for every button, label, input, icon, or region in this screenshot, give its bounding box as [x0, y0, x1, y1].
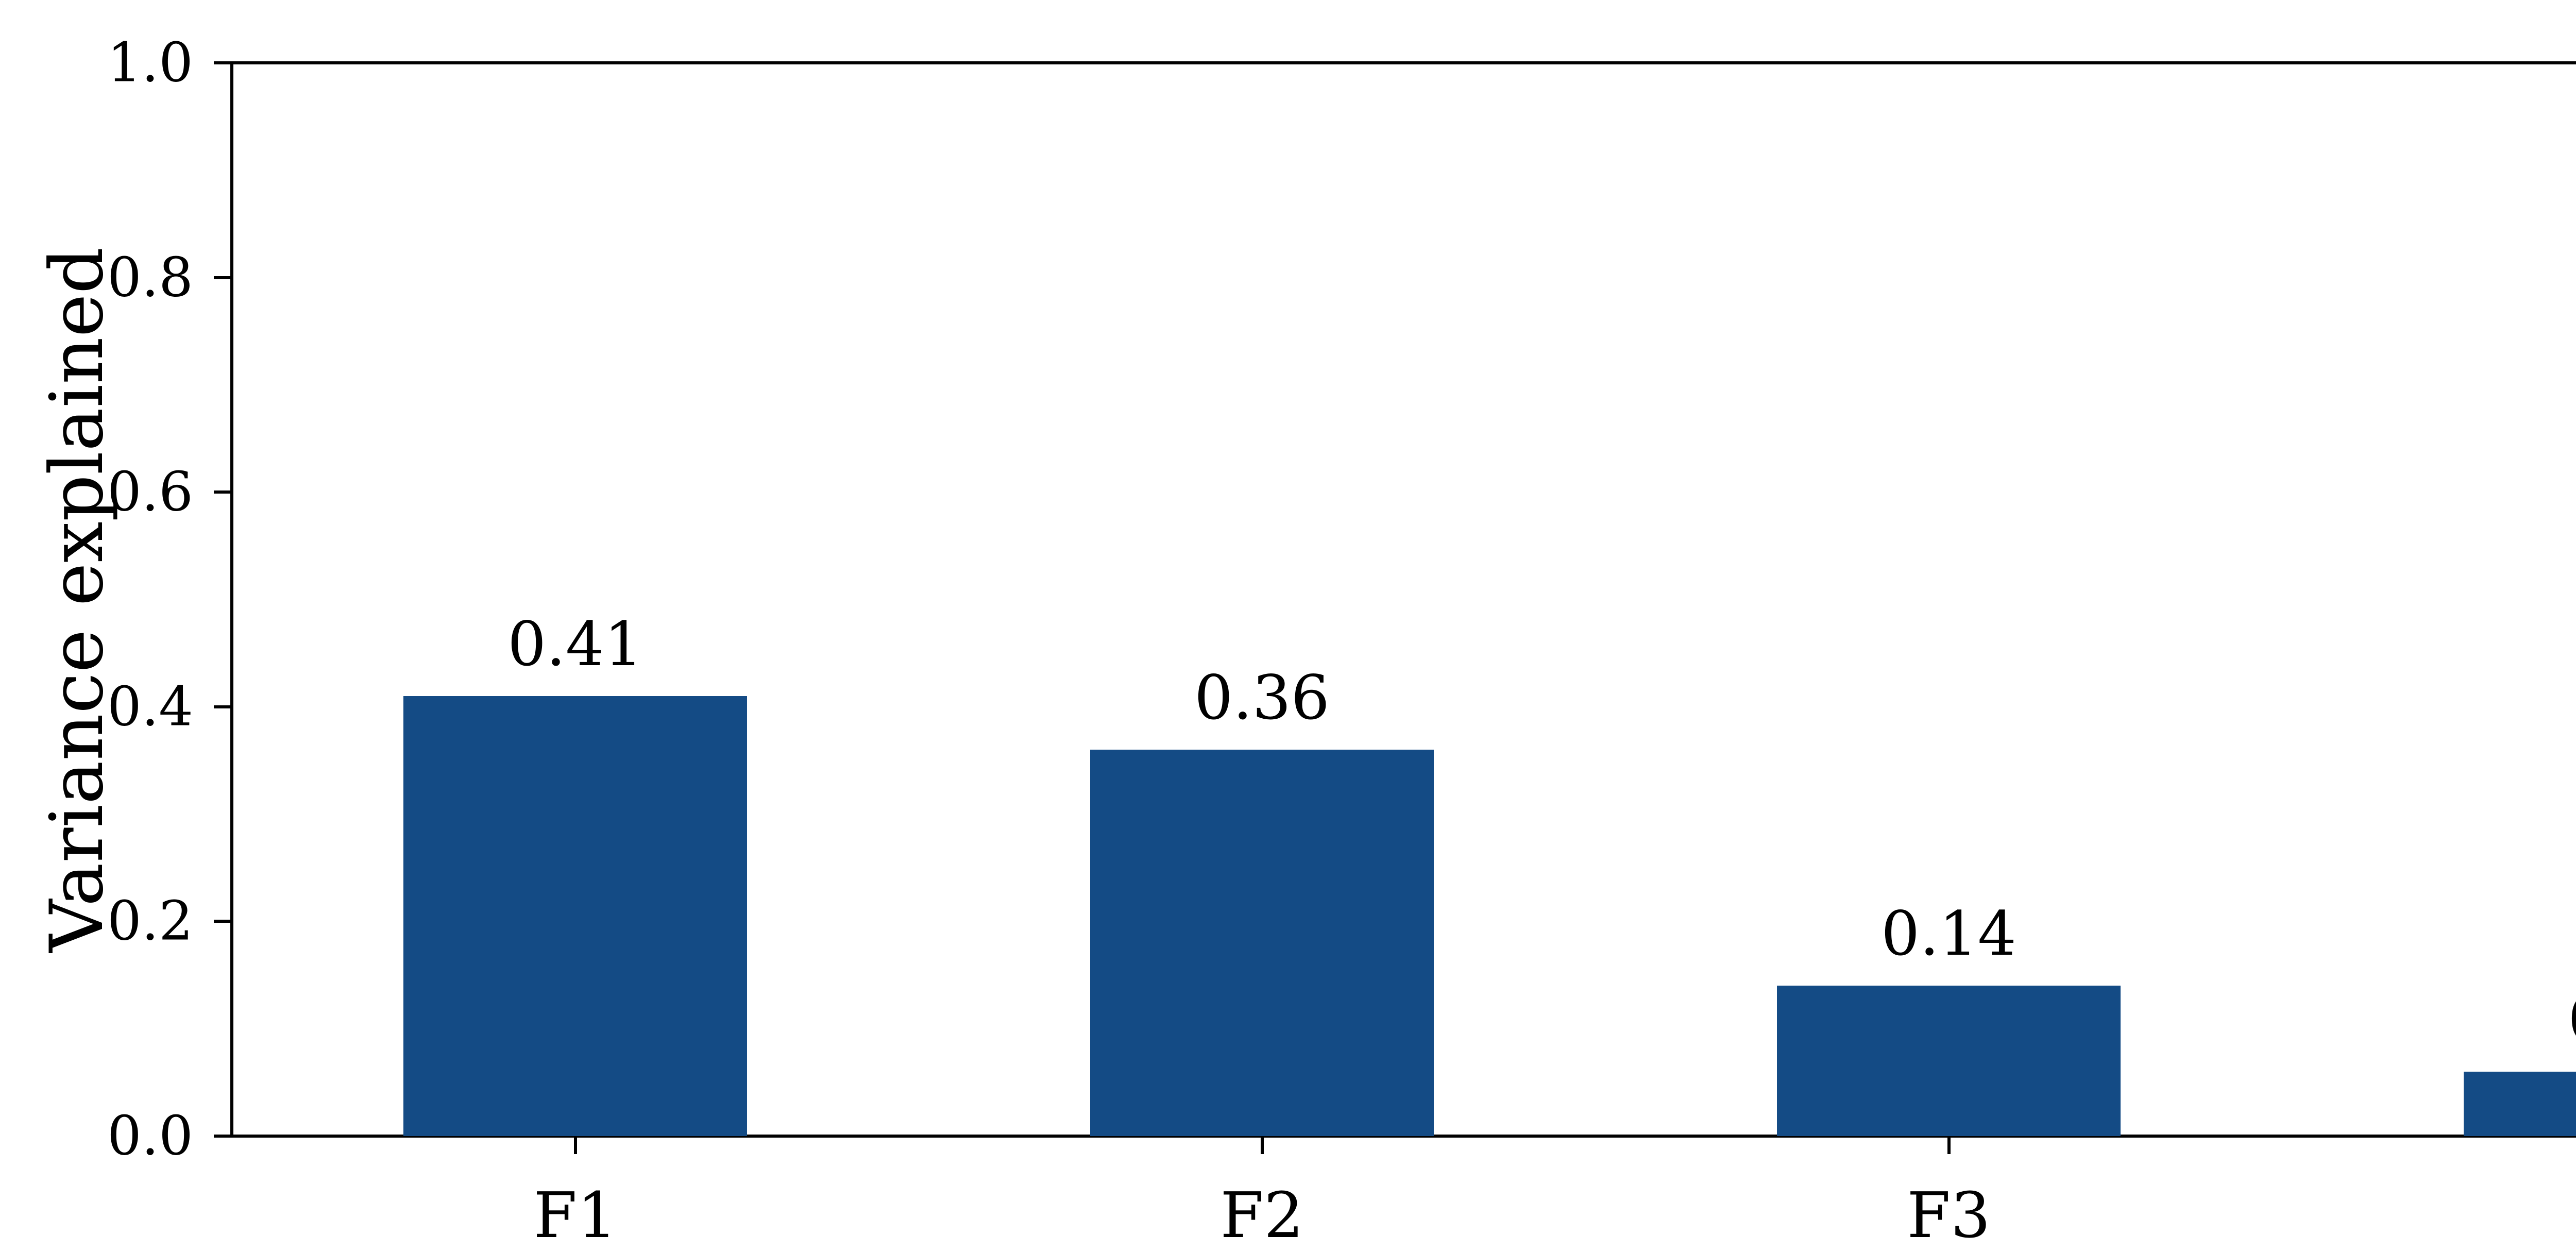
bar-value-label: 0.06 [2568, 989, 2576, 1050]
y-tick [214, 490, 230, 494]
bar-value-label: 0.41 [507, 608, 643, 680]
bar-value-label: 0.14 [1881, 898, 2016, 970]
bar-value-label: 0.36 [1194, 662, 1330, 734]
x-tick [573, 1138, 577, 1154]
y-tick [214, 705, 230, 708]
y-axis-label: Variance explained [35, 246, 120, 953]
bar-f1 [403, 696, 747, 1136]
bar-f2 [1090, 750, 1434, 1136]
y-tick-label: 0.0 [107, 1104, 193, 1168]
x-tick-label: F3 [1907, 1179, 1991, 1252]
y-tick-label: 0.4 [107, 675, 193, 738]
x-tick [1947, 1138, 1951, 1154]
plot-area [230, 61, 2576, 1138]
y-tick-label: 1.0 [107, 31, 193, 94]
y-tick [214, 920, 230, 923]
y-tick-label: 0.8 [107, 246, 193, 309]
bar-f3 [1777, 986, 2121, 1136]
x-tick-label: F2 [1220, 1179, 1304, 1252]
y-tick [214, 276, 230, 279]
x-tick-label: F1 [533, 1179, 617, 1252]
x-tick [1260, 1138, 1264, 1154]
y-tick [214, 1135, 230, 1138]
y-tick-label: 0.2 [107, 889, 193, 953]
bar-f4 [2464, 1072, 2576, 1136]
y-tick [214, 61, 230, 64]
y-tick-label: 0.6 [107, 460, 193, 523]
